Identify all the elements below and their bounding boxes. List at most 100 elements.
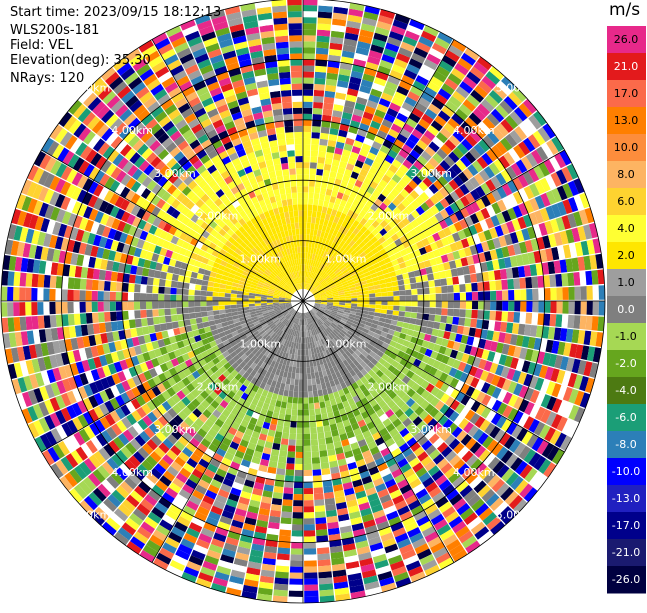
velocity-gate — [303, 264, 305, 271]
velocity-gate — [405, 289, 412, 296]
velocity-gate — [356, 222, 364, 231]
velocity-gate — [73, 289, 80, 301]
velocity-gate — [376, 377, 385, 386]
velocity-gate — [377, 321, 385, 327]
velocity-gate — [373, 240, 381, 248]
velocity-gate — [418, 181, 429, 192]
velocity-gate — [470, 400, 481, 413]
velocity-gate — [363, 297, 370, 301]
velocity-gate — [170, 314, 178, 322]
velocity-gate — [330, 165, 339, 173]
velocity-gate — [304, 270, 307, 277]
velocity-gate — [460, 383, 470, 394]
velocity-gate — [364, 105, 376, 115]
velocity-gate — [332, 110, 343, 118]
velocity-gate — [383, 86, 396, 97]
velocity-gate — [519, 312, 527, 324]
velocity-gate — [280, 438, 289, 446]
velocity-gate — [314, 282, 320, 288]
velocity-gate — [387, 149, 398, 159]
velocity-gate — [496, 123, 509, 137]
velocity-gate — [363, 294, 370, 298]
velocity-gate — [109, 291, 116, 301]
velocity-gate — [527, 168, 540, 183]
velocity-gate — [507, 394, 519, 408]
velocity-gate — [49, 315, 57, 328]
velocity-gate — [346, 182, 355, 191]
velocity-gate — [512, 87, 527, 103]
velocity-gate — [152, 278, 160, 286]
velocity-gate — [474, 328, 482, 338]
velocity-gate — [317, 23, 331, 31]
velocity-gate — [321, 298, 328, 300]
velocity-gate — [521, 228, 531, 241]
velocity-gate — [491, 189, 502, 202]
velocity-gate — [448, 224, 458, 235]
velocity-gate — [411, 107, 424, 119]
velocity-gate — [303, 445, 311, 452]
velocity-gate — [303, 463, 312, 471]
velocity-gate — [406, 24, 423, 36]
velocity-gate — [352, 252, 360, 259]
velocity-gate — [557, 400, 569, 416]
velocity-gate — [481, 435, 494, 449]
velocity-gate — [502, 391, 513, 405]
velocity-gate — [561, 166, 573, 182]
velocity-gate — [329, 313, 337, 318]
velocity-gate — [290, 548, 303, 555]
velocity-gate — [354, 206, 362, 215]
velocity-gate — [498, 235, 507, 248]
velocity-gate — [296, 433, 303, 440]
velocity-gate — [381, 268, 390, 275]
velocity-gate — [424, 244, 433, 253]
velocity-gate — [337, 310, 344, 314]
velocity-gate — [325, 226, 331, 234]
velocity-gate — [559, 259, 568, 273]
velocity-gate — [527, 226, 537, 240]
velocity-gate — [403, 317, 411, 324]
velocity-gate — [13, 317, 21, 332]
velocity-gate — [367, 285, 375, 291]
velocity-gate — [439, 186, 450, 198]
velocity-gate — [475, 403, 487, 416]
velocity-gate — [427, 125, 440, 137]
velocity-gate — [378, 15, 394, 25]
velocity-gate — [476, 391, 486, 403]
velocity-gate — [402, 123, 415, 134]
velocity-gate — [334, 327, 341, 334]
velocity-gate — [37, 274, 45, 288]
velocity-gate — [316, 312, 322, 318]
velocity-gate — [206, 296, 213, 301]
velocity-gate — [351, 352, 359, 360]
velocity-gate — [312, 463, 321, 470]
velocity-gate — [315, 517, 327, 525]
velocity-gate — [303, 403, 309, 410]
velocity-gate — [490, 215, 501, 227]
velocity-gate — [397, 350, 406, 358]
velocity-gate — [490, 108, 505, 123]
velocity-gate — [310, 286, 315, 292]
velocity-gate — [527, 361, 537, 375]
velocity-gate — [146, 285, 153, 294]
velocity-gate — [519, 483, 533, 499]
velocity-gate — [398, 47, 413, 58]
velocity-gate — [532, 130, 546, 146]
velocity-gate — [396, 85, 410, 97]
velocity-gate — [458, 103, 472, 117]
velocity-gate — [314, 241, 319, 249]
velocity-gate — [312, 475, 322, 482]
velocity-gate — [304, 560, 317, 567]
velocity-gate — [379, 365, 388, 374]
velocity-gate — [387, 296, 394, 301]
velocity-gate — [311, 253, 316, 261]
velocity-gate — [417, 97, 431, 108]
velocity-gate — [355, 267, 363, 274]
velocity-gate — [519, 277, 527, 289]
velocity-gate — [446, 316, 454, 324]
velocity-gate — [529, 183, 540, 197]
velocity-gate — [449, 377, 460, 388]
velocity-gate — [475, 210, 485, 222]
velocity-gate — [479, 419, 491, 432]
velocity-gate — [430, 350, 439, 360]
velocity-gate — [393, 264, 401, 271]
